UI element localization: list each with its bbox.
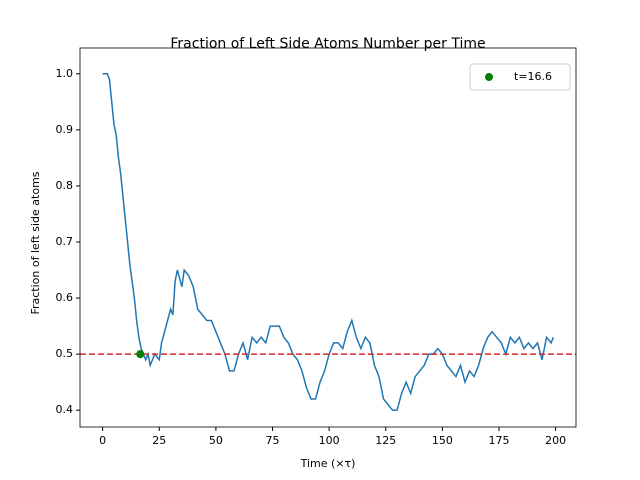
legend-marker xyxy=(485,73,493,81)
data-line xyxy=(102,73,555,411)
plot-frame xyxy=(79,47,577,428)
x-tick-label: 75 xyxy=(266,434,280,447)
legend-box xyxy=(469,63,571,91)
y-tick-label: 0.9 xyxy=(56,123,74,136)
x-tick-label: 200 xyxy=(545,434,566,447)
chart-title: Fraction of Left Side Atoms Number per T… xyxy=(170,36,485,52)
x-tick-label: 50 xyxy=(209,434,223,447)
y-tick-label: 0.6 xyxy=(56,291,74,304)
x-tick-label: 150 xyxy=(432,434,453,447)
x-tick-label: 100 xyxy=(319,434,340,447)
legend-label: t=16.6 xyxy=(514,70,552,83)
y-tick-label: 0.4 xyxy=(56,403,74,416)
x-tick-label: 125 xyxy=(375,434,396,447)
x-tick-label: 0 xyxy=(99,434,106,447)
x-tick-label: 175 xyxy=(488,434,509,447)
y-axis-label: Fraction of left side atoms xyxy=(29,171,42,314)
y-tick-label: 0.8 xyxy=(56,179,74,192)
x-tick-label: 25 xyxy=(152,434,166,447)
x-axis-label: Time (×τ) xyxy=(300,457,356,470)
y-tick-label: 1.0 xyxy=(56,67,74,80)
y-tick-label: 0.5 xyxy=(56,347,74,360)
marker-point xyxy=(136,350,145,359)
y-tick-label: 0.7 xyxy=(56,235,74,248)
